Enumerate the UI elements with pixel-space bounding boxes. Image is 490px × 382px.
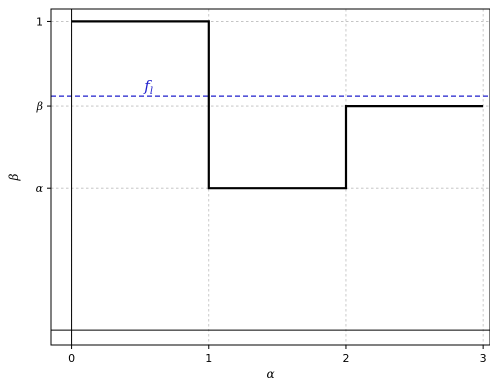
x-axis-label: α bbox=[266, 367, 274, 381]
step-series-line bbox=[71, 20, 484, 190]
plot-frame bbox=[50, 8, 490, 346]
y-tick-label: β bbox=[36, 100, 43, 113]
reference-lines bbox=[51, 9, 490, 345]
y-axis-label: β bbox=[7, 173, 21, 181]
annotation-subscript: l bbox=[150, 86, 153, 97]
y-tick-label: 1 bbox=[36, 15, 43, 28]
x-tick-label: 2 bbox=[342, 352, 349, 365]
axis-ticks: 0 1 2 3 α β 1 bbox=[36, 15, 487, 365]
x-tick-label: 1 bbox=[205, 352, 212, 365]
annotation-label: fl bbox=[143, 77, 153, 97]
x-tick-label: 0 bbox=[68, 352, 75, 365]
y-tick-label: α bbox=[36, 182, 44, 195]
annotations: fl bbox=[143, 77, 153, 97]
x-tick-label: 3 bbox=[480, 352, 487, 365]
series-layer bbox=[71, 20, 484, 190]
grid-lines bbox=[51, 9, 490, 345]
